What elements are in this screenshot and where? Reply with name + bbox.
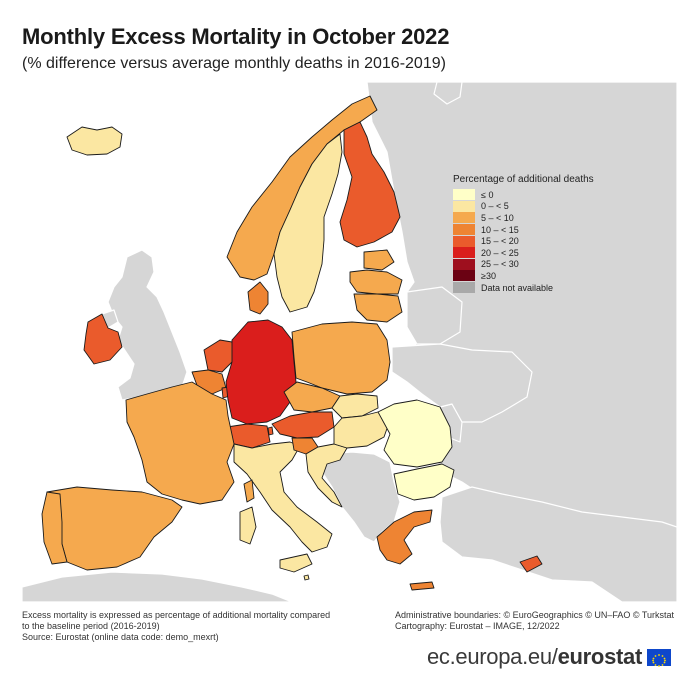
legend-label: 10 – < 15 xyxy=(481,224,519,235)
legend-swatch xyxy=(453,270,475,282)
country-greece[interactable] xyxy=(376,509,433,565)
footer-notes: Excess mortality is expressed as percent… xyxy=(22,610,362,643)
country-denmark[interactable] xyxy=(247,281,269,315)
country-ireland[interactable] xyxy=(83,313,123,365)
legend-label: Data not available xyxy=(481,282,554,293)
boundaries-credit: Administrative boundaries: © EuroGeograp… xyxy=(395,610,675,620)
country-finland[interactable] xyxy=(339,121,401,248)
legend-label: 25 – < 30 xyxy=(481,259,519,270)
legend-label: 20 – < 25 xyxy=(481,247,519,258)
country-lithuania[interactable] xyxy=(353,293,403,323)
country-austria[interactable] xyxy=(271,411,335,439)
legend-label: 0 – < 5 xyxy=(481,201,509,212)
country-sardinia[interactable] xyxy=(239,506,257,545)
brand-domain: ec.europa.eu/ xyxy=(426,644,558,669)
map[interactable] xyxy=(22,82,677,602)
country-north-africa xyxy=(22,571,293,602)
country-estonia[interactable] xyxy=(363,249,395,271)
country-iceland[interactable] xyxy=(66,126,123,156)
country-bulgaria[interactable] xyxy=(393,463,455,501)
legend-item: 20 – < 25 xyxy=(453,247,594,259)
country-cyprus[interactable] xyxy=(519,555,543,573)
country-uk xyxy=(107,249,188,401)
country-malta[interactable] xyxy=(303,574,310,581)
country-latvia[interactable] xyxy=(349,269,403,295)
country-liechtenstein[interactable] xyxy=(267,426,274,436)
country-turkey xyxy=(439,486,677,602)
legend-swatch xyxy=(453,258,475,270)
country-spain[interactable] xyxy=(46,486,183,571)
legend-item: 15 – < 20 xyxy=(453,235,594,247)
legend-title: Percentage of additional deaths xyxy=(453,174,594,185)
country-arctic-islands xyxy=(433,82,463,105)
country-sicily[interactable] xyxy=(279,553,313,573)
legend-item: ≤ 0 xyxy=(453,189,594,201)
eurostat-brand[interactable]: ec.europa.eu/ eurostat xyxy=(427,644,671,670)
legend-swatch xyxy=(453,282,475,294)
country-romania[interactable] xyxy=(377,399,453,468)
page-subtitle: (% difference versus average monthly dea… xyxy=(22,55,446,72)
country-portugal[interactable] xyxy=(41,491,68,565)
footer-credits: Administrative boundaries: © EuroGeograp… xyxy=(395,610,674,632)
country-ukraine xyxy=(391,343,533,423)
eu-flag-icon xyxy=(647,648,671,667)
legend-swatch xyxy=(453,224,475,236)
brand-name: eurostat xyxy=(557,644,643,669)
legend-item: 5 – < 10 xyxy=(453,212,594,224)
data-countries xyxy=(41,95,543,591)
country-crete[interactable] xyxy=(409,581,435,591)
legend-item: 10 – < 15 xyxy=(453,224,594,236)
legend-swatch xyxy=(453,235,475,247)
cartography-credit: Cartography: Eurostat – IMAGE, 12/2022 xyxy=(395,621,560,631)
country-italy[interactable] xyxy=(233,441,333,553)
legend-item: ≥30 xyxy=(453,270,594,282)
legend-swatch xyxy=(453,189,475,201)
legend-label: ≤ 0 xyxy=(481,189,494,200)
footnote-line-2: to the baseline period (2016-2019) xyxy=(22,621,160,631)
country-corsica[interactable] xyxy=(243,479,255,503)
eu-stars xyxy=(652,653,666,667)
legend-label: ≥30 xyxy=(481,270,496,281)
country-poland[interactable] xyxy=(291,321,391,395)
legend-label: 15 – < 20 xyxy=(481,236,519,247)
legend-item: 25 – < 30 xyxy=(453,258,594,271)
legend-swatch xyxy=(453,200,475,212)
legend-label: 5 – < 10 xyxy=(481,212,514,223)
map-svg xyxy=(22,82,677,602)
legend-item: Data not available xyxy=(453,282,594,294)
source-note: Source: Eurostat (online data code: demo… xyxy=(22,632,219,642)
page-title: Monthly Excess Mortality in October 2022 xyxy=(22,24,450,49)
country-france[interactable] xyxy=(125,381,235,505)
legend-swatch xyxy=(453,247,475,259)
country-netherlands[interactable] xyxy=(203,339,235,373)
legend-swatch xyxy=(453,212,475,224)
country-germany[interactable] xyxy=(225,319,297,425)
country-sweden[interactable] xyxy=(273,133,343,313)
country-belarus xyxy=(406,286,463,345)
legend-item: 0 – < 5 xyxy=(453,200,594,213)
footnote-line-1: Excess mortality is expressed as percent… xyxy=(22,610,331,620)
